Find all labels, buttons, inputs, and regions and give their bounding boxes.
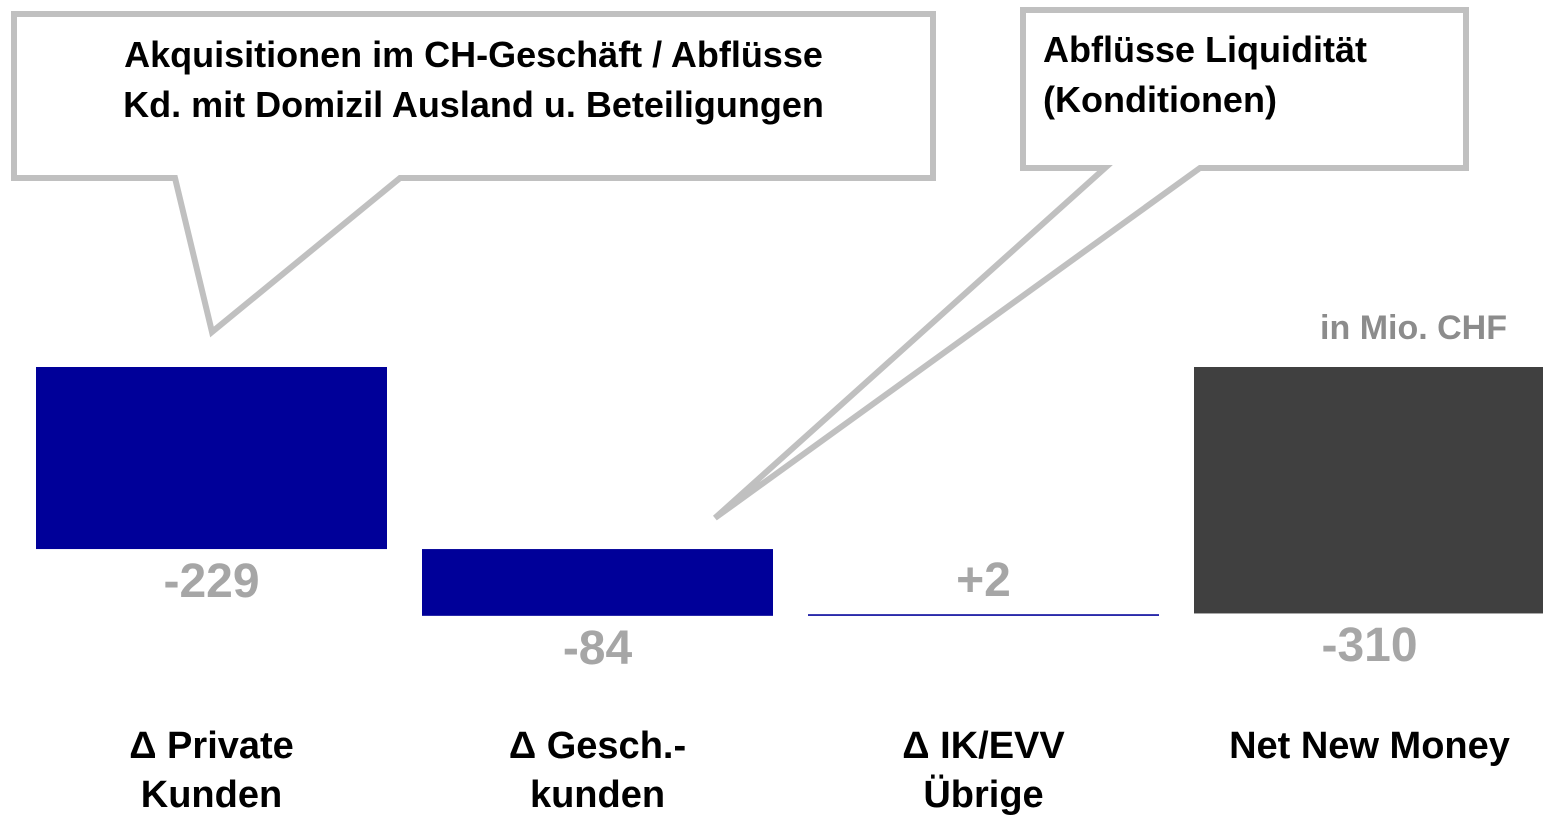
value-label: +2 bbox=[956, 554, 1011, 608]
x-tick-label: Δ IK/EVV Übrige bbox=[902, 725, 1065, 815]
value-label: -84 bbox=[562, 621, 633, 675]
x-tick-label: Δ Gesch.- kunden bbox=[508, 725, 687, 815]
bar bbox=[1194, 367, 1543, 614]
annotation: Akquisitionen im CH-Geschäft / Abflüsse … bbox=[123, 34, 824, 125]
unit-label: in Mio. CHF bbox=[1320, 309, 1507, 347]
bar bbox=[36, 367, 387, 550]
x-tick-label: Δ Private Kunden bbox=[129, 725, 294, 815]
bar bbox=[422, 549, 773, 616]
x-tick-label: Net New Money bbox=[1229, 725, 1510, 767]
annotation: Abflüsse Liquidität (Konditionen) bbox=[1043, 29, 1367, 120]
bar bbox=[808, 614, 1159, 616]
callout-box bbox=[11, 11, 936, 338]
callout-box bbox=[712, 7, 1469, 521]
value-label: -310 bbox=[1321, 619, 1418, 673]
value-label: -229 bbox=[163, 555, 260, 609]
